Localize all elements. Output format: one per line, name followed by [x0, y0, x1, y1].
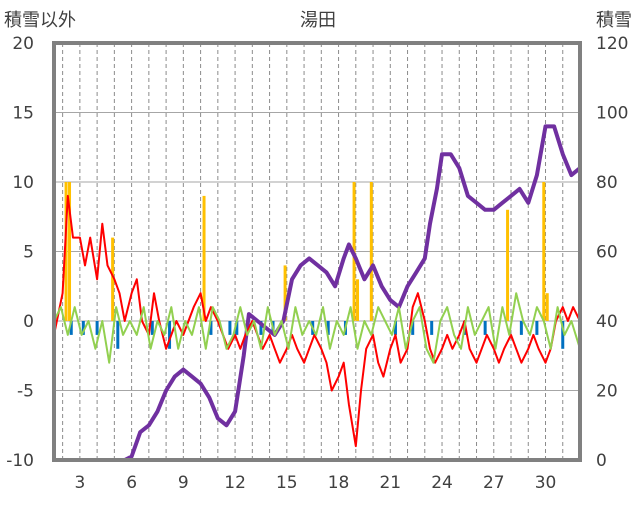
x-tick-2: 9 — [178, 473, 189, 493]
bar-s4-4 — [283, 265, 287, 321]
series-line-2 — [53, 292, 581, 364]
y-left-tick-4: 10 — [12, 173, 34, 193]
bar-s3-15 — [411, 321, 415, 335]
bar-s4-3 — [202, 195, 206, 321]
bar-s3-0 — [69, 321, 73, 335]
bar-s3-2 — [95, 321, 99, 335]
x-tick-4: 15 — [276, 473, 298, 493]
x-tick-1: 6 — [126, 473, 137, 493]
y-left-tick-0: -10 — [6, 451, 34, 471]
series-line-0 — [54, 124, 582, 462]
y-left-tick-3: 5 — [23, 243, 34, 263]
bar-s3-8 — [235, 321, 239, 335]
bar-s4-2 — [111, 237, 115, 321]
y-right-tick-0: 0 — [596, 451, 607, 471]
x-tick-3: 12 — [224, 473, 246, 493]
y-right-tick-5: 100 — [596, 104, 628, 124]
plot-frame — [52, 41, 582, 462]
bar-s3-14 — [393, 321, 397, 335]
bar-s4-9 — [542, 182, 546, 321]
bar-s3-19 — [519, 321, 523, 335]
bar-s3-9 — [259, 321, 263, 335]
y-right-tick-3: 60 — [596, 243, 618, 263]
x-tick-6: 21 — [379, 473, 401, 493]
bar-s4-0 — [64, 182, 68, 321]
y-right-tick-6: 120 — [596, 34, 628, 54]
x-tick-0: 3 — [74, 473, 85, 493]
y-right-tick-4: 80 — [596, 173, 618, 193]
x-tick-9: 30 — [535, 473, 557, 493]
bar-s4-10 — [545, 293, 549, 321]
bar-s3-7 — [228, 321, 232, 335]
lines — [53, 124, 582, 462]
x-tick-5: 18 — [328, 473, 350, 493]
y-axis-right-label: 積雪 — [596, 10, 632, 31]
bar-s3-3 — [116, 321, 120, 349]
bar-s3-12 — [326, 321, 330, 335]
bar-s3-4 — [150, 321, 154, 335]
bar-s4-1 — [68, 182, 72, 321]
bar-s4-7 — [369, 182, 373, 321]
y-left-tick-5: 15 — [12, 104, 34, 124]
x-tick-8: 27 — [483, 473, 505, 493]
bar-s3-18 — [483, 321, 487, 335]
bar-s3-20 — [535, 321, 539, 335]
y-axis-left-label: 積雪以外 — [4, 10, 76, 31]
y-right-tick-1: 20 — [596, 382, 618, 402]
y-left-tick-2: 0 — [23, 312, 34, 332]
bar-s3-16 — [430, 321, 434, 335]
y-right-tick-2: 40 — [596, 312, 618, 332]
y-left-tick-6: 20 — [12, 34, 34, 54]
bar-s3-1 — [81, 321, 85, 335]
x-tick-7: 24 — [431, 473, 453, 493]
bar-s3-21 — [561, 321, 565, 349]
bar-s4-6 — [356, 279, 360, 321]
y-left-tick-1: -5 — [17, 382, 34, 402]
series-line-1 — [53, 194, 581, 448]
bar-s3-6 — [209, 321, 213, 335]
grid — [54, 42, 580, 461]
bar-s3-5 — [168, 321, 172, 349]
chart-title: 湯田 — [300, 10, 336, 31]
bar-s4-8 — [506, 209, 510, 321]
tick-labels: -10 -5 0 5 10 15 20 0 20 40 60 80 100 120 3 6 9 12 15 18 21 2… — [6, 34, 628, 493]
